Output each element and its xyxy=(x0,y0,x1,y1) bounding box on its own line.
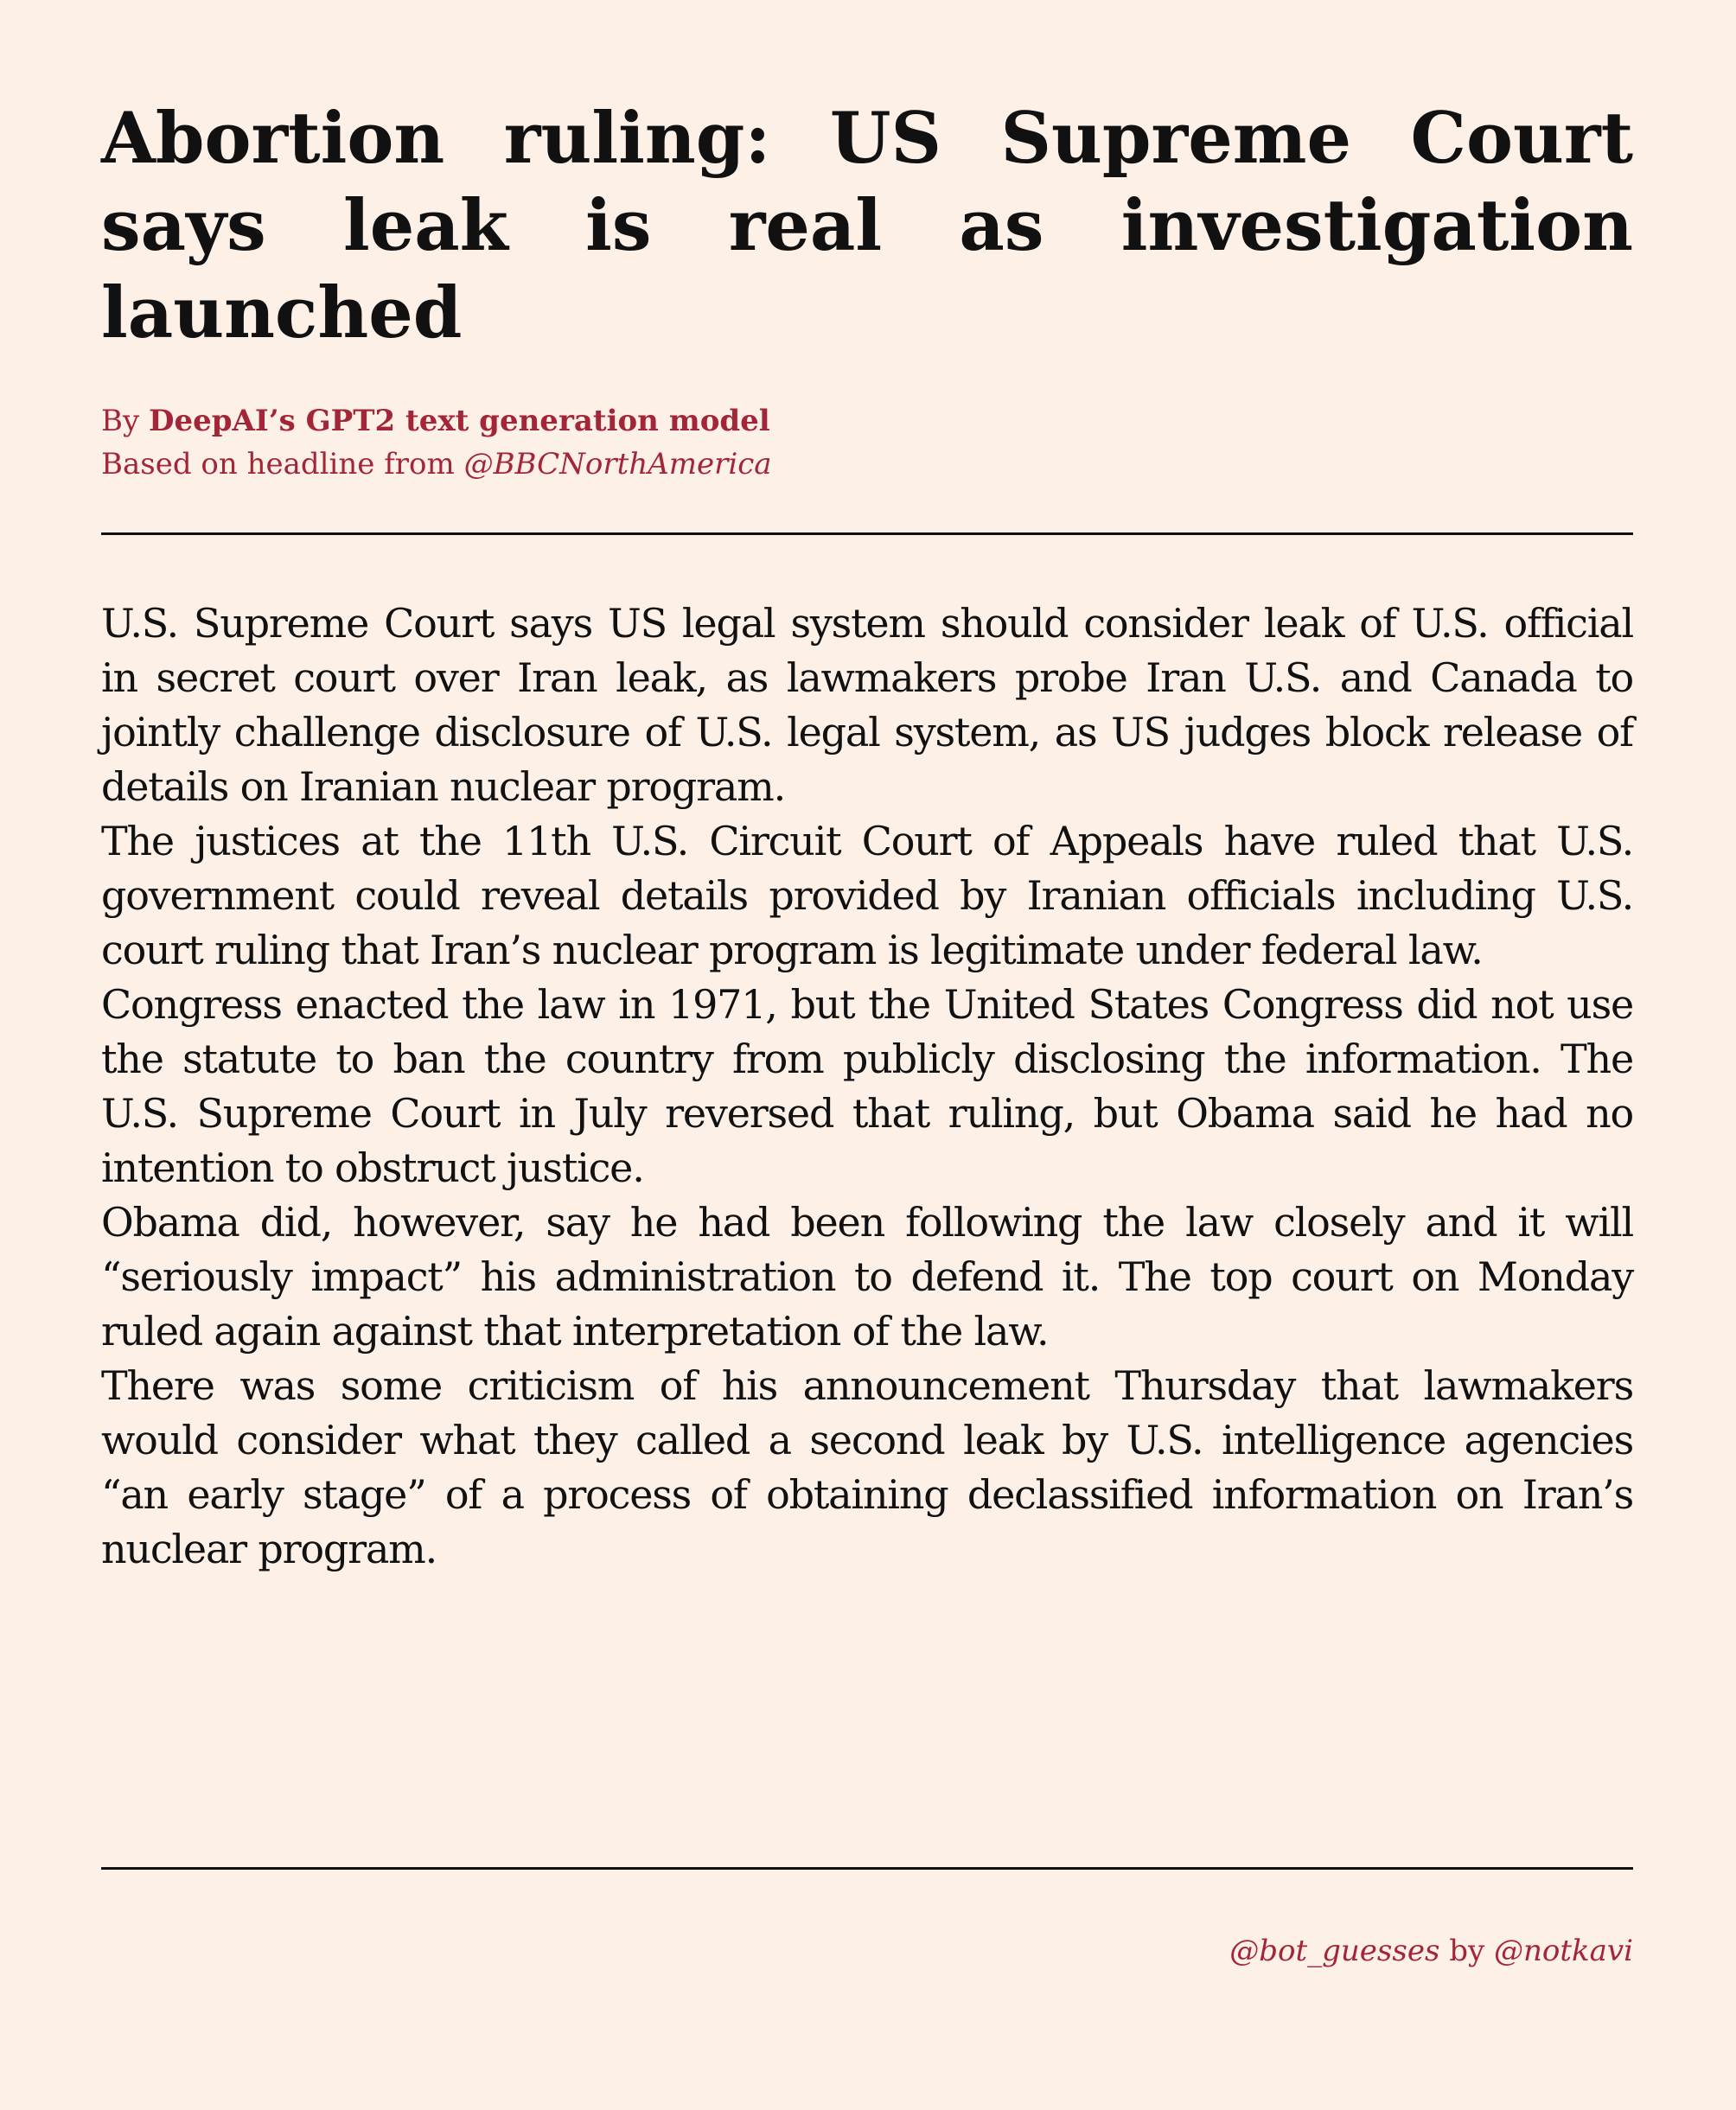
byline-source-handle: @BBCNorthAmerica xyxy=(463,447,772,481)
article-page: Abortion ruling: US Supreme Court says l… xyxy=(101,0,1634,2110)
byline-source-line: Based on headline from @BBCNorthAmerica xyxy=(101,443,1633,486)
article-paragraph: The justices at the 11th U.S. Circuit Co… xyxy=(101,818,1634,973)
article-paragraph: Obama did, however, say he had been foll… xyxy=(101,1199,1634,1355)
byline-author-line: By DeepAI’s GPT2 text generation model xyxy=(101,399,1633,443)
bot-handle: @bot_guesses xyxy=(1229,1934,1440,1968)
byline: By DeepAI’s GPT2 text generation model B… xyxy=(101,399,1633,486)
byline-source-prefix: Based on headline from xyxy=(101,447,464,481)
article-paragraph: There was some criticism of his announce… xyxy=(101,1362,1634,1572)
byline-prefix: By xyxy=(101,404,150,438)
article-paragraph: Congress enacted the law in 1971, but th… xyxy=(101,981,1634,1191)
author-handle: @notkavi xyxy=(1494,1934,1633,1968)
article-body: U.S. Supreme Court says US legal system … xyxy=(101,596,1634,1577)
bottom-divider xyxy=(101,1867,1633,1870)
top-divider xyxy=(101,532,1633,535)
byline-author: DeepAI’s GPT2 text generation model xyxy=(149,404,770,438)
article-paragraph: U.S. Supreme Court says US legal system … xyxy=(101,600,1634,810)
credit-by: by xyxy=(1439,1934,1494,1968)
headline: Abortion ruling: US Supreme Court says l… xyxy=(101,98,1633,354)
footer-credit: @bot_guesses by @notkavi xyxy=(1229,1929,1633,1973)
